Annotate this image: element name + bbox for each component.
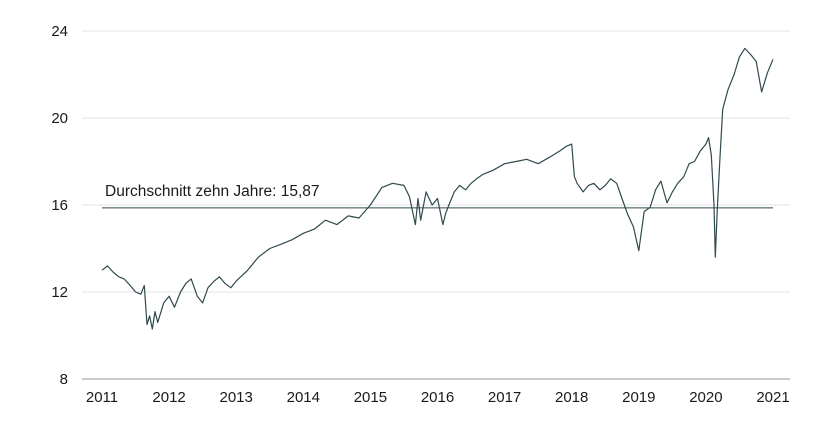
x-tick-label: 2020 <box>689 389 722 406</box>
y-axis-tick-labels: 8 12 16 20 24 <box>51 23 68 388</box>
y-tick-label: 20 <box>51 110 68 127</box>
gridlines <box>82 30 790 293</box>
average-label: Durchschnitt zehn Jahre: 15,87 <box>105 183 320 200</box>
y-tick-label: 24 <box>51 23 68 40</box>
series-line <box>101 47 774 330</box>
y-tick-label: 16 <box>51 197 68 214</box>
x-tick-label: 2011 <box>86 389 118 406</box>
x-axis-tick-labels: 2011 2012 2013 2014 2015 2016 2017 2018 2019 2020… <box>86 389 790 406</box>
x-tick-label: 2021 <box>756 389 789 406</box>
y-tick-label: 12 <box>51 284 68 301</box>
x-tick-label: 2019 <box>622 389 655 406</box>
x-tick-label: 2015 <box>354 389 387 406</box>
x-tick-label: 2014 <box>287 389 320 406</box>
x-tick-label: 2016 <box>421 389 454 406</box>
x-tick-label: 2017 <box>488 389 521 406</box>
y-tick-label: 8 <box>60 371 68 388</box>
x-tick-label: 2013 <box>220 389 253 406</box>
x-tick-label: 2018 <box>555 389 588 406</box>
x-tick-label: 2012 <box>152 389 185 406</box>
